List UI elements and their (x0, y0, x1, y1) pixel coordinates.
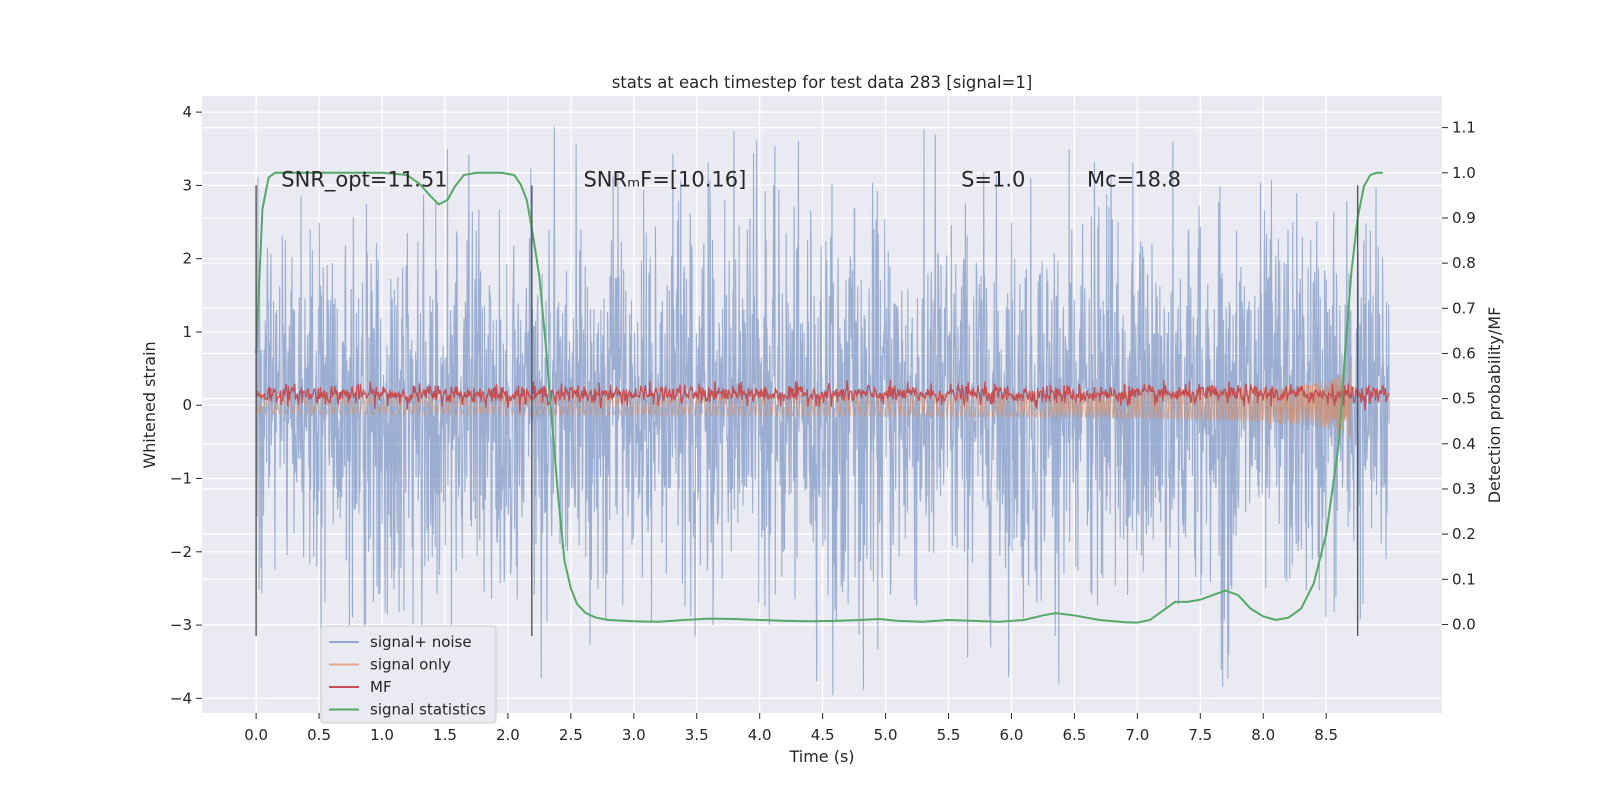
y2-tick-label: 0.3 (1452, 480, 1476, 498)
legend-label: signal+ noise (370, 633, 472, 651)
annotation-0: SNR_opt=11.51 (281, 167, 447, 192)
series-signal-statistics (255, 171, 1383, 624)
x-axis-title: Time (s) (788, 747, 854, 766)
y-tick-label: −1 (170, 470, 192, 488)
x-tick-label: 6.5 (1062, 726, 1086, 744)
axes: 0.0 0.5 1.0 1.5 2.0 2.5 3.0 3.5 4.0 4.5 5.0 5.5 6.0 6… (170, 103, 1476, 744)
y-tick-label: 0 (182, 396, 192, 414)
x-tick-label: 2.5 (559, 726, 583, 744)
y2-tick-label: 0.2 (1452, 525, 1476, 543)
y2-tick-label: 0.6 (1452, 344, 1476, 362)
x-tick-label: 8.5 (1314, 726, 1338, 744)
x-tick-label: 1.5 (433, 726, 457, 744)
series-signal-noise (255, 126, 1390, 696)
legend-label: signal statistics (370, 701, 486, 719)
vertical-markers (255, 185, 1359, 637)
y-tick-label: −4 (170, 689, 192, 707)
x-tick-label: 0.0 (244, 726, 268, 744)
y2-tick-label: 0.0 (1452, 615, 1476, 633)
x-tick-label: 6.0 (1000, 726, 1024, 744)
x-tick-label: 7.5 (1188, 726, 1212, 744)
x-tick-label: 0.5 (307, 726, 331, 744)
y-axis-title: Whitened strain (140, 341, 159, 468)
x-tick-label: 4.5 (811, 726, 835, 744)
annotation-3: Mᴄ=18.8 (1087, 167, 1181, 191)
y2-tick-label: 1.1 (1452, 119, 1476, 137)
y-tick-label: 1 (182, 323, 192, 341)
x-tick-label: 1.0 (370, 726, 394, 744)
annotation-1: SNRₘF=[10.16] (583, 167, 746, 191)
legend-box (320, 625, 497, 724)
y2-tick-label: 0.5 (1452, 390, 1476, 408)
y2-tick-label: 0.7 (1452, 299, 1476, 317)
y2-tick-label: 0.4 (1452, 435, 1476, 453)
y2-tick-label: 1.0 (1452, 164, 1476, 182)
x-tick-label: 7.0 (1125, 726, 1149, 744)
chart-title: stats at each timestep for test data 283… (612, 73, 1033, 92)
x-tick-label: 5.0 (874, 726, 898, 744)
y2-tick-label: 0.8 (1452, 254, 1476, 272)
y-tick-label: −3 (170, 616, 192, 634)
series-signal-only (255, 357, 1352, 439)
legend: signal+ noise signal only MF signal statist… (320, 625, 497, 724)
x-tick-label: 4.0 (748, 726, 772, 744)
legend-label: MF (370, 678, 392, 696)
x-tick-label: 3.5 (685, 726, 709, 744)
y-tick-label: 4 (182, 103, 192, 121)
y-tick-label: −2 (170, 543, 192, 561)
x-tick-label: 2.0 (496, 726, 520, 744)
legend-label: signal only (370, 656, 451, 674)
y-tick-label: 2 (182, 250, 192, 268)
series-mf (255, 379, 1390, 413)
y-tick-label: 3 (182, 176, 192, 194)
x-tick-label: 5.5 (937, 726, 961, 744)
y2-axis-title: Detection probability/MF (1485, 307, 1504, 504)
annotation-2: S=1.0 (961, 167, 1025, 191)
y2-tick-label: 0.9 (1452, 209, 1476, 227)
x-tick-label: 8.0 (1251, 726, 1275, 744)
x-tick-label: 3.0 (622, 726, 646, 744)
data-area (255, 126, 1390, 696)
annotations: SNR_opt=11.51 SNRₘF=[10.16] S=1.0 Mᴄ=18.8 (281, 167, 1181, 192)
y2-tick-label: 0.1 (1452, 570, 1476, 588)
